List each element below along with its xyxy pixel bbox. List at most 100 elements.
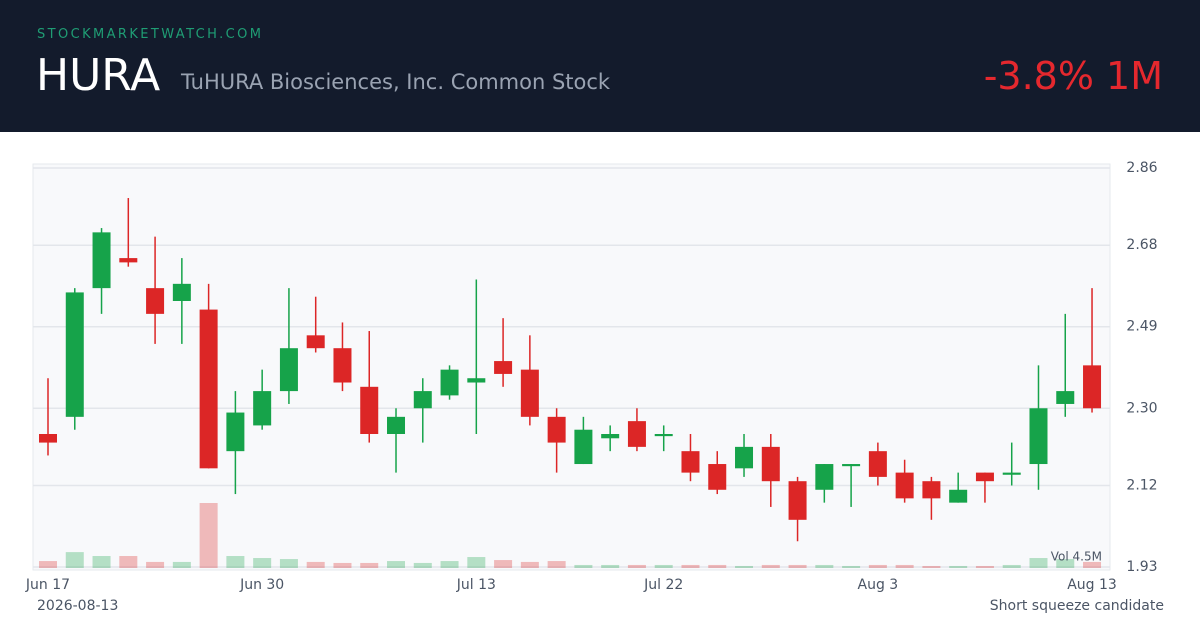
y-tick-label: 1.93 bbox=[1126, 559, 1157, 575]
candle-body bbox=[199, 309, 218, 469]
volume-bar bbox=[708, 564, 727, 568]
candle-body bbox=[1056, 391, 1075, 404]
volume-bar bbox=[1083, 561, 1102, 568]
candle-body bbox=[494, 361, 513, 374]
candle-body bbox=[92, 232, 111, 289]
volume-bar bbox=[975, 565, 994, 568]
x-tick-label: Jul 22 bbox=[643, 577, 683, 592]
candle-body bbox=[842, 464, 861, 467]
volume-bar bbox=[654, 564, 673, 568]
volume-bar bbox=[815, 564, 834, 568]
candle-body bbox=[333, 348, 352, 383]
volume-bar bbox=[868, 564, 887, 568]
volume-label: Vol 4.5M bbox=[1051, 550, 1102, 564]
candle-body bbox=[520, 369, 539, 417]
company-name: TuHURA Biosciences, Inc. Common Stock bbox=[181, 70, 611, 94]
volume-bar bbox=[333, 562, 352, 568]
candle-body bbox=[654, 434, 673, 437]
volume-bar bbox=[39, 561, 57, 568]
y-tick-label: 2.68 bbox=[1126, 237, 1157, 253]
volume-bar bbox=[601, 564, 620, 568]
volume-bar bbox=[681, 564, 700, 568]
candle-body bbox=[922, 481, 941, 499]
y-tick-label: 2.49 bbox=[1126, 319, 1157, 335]
candle-body bbox=[815, 464, 834, 490]
volume-bar bbox=[761, 564, 780, 568]
volume-bar bbox=[735, 565, 754, 568]
volume-bar bbox=[1002, 564, 1021, 568]
candle-body bbox=[761, 446, 780, 482]
volume-bar bbox=[788, 564, 807, 568]
candle-body bbox=[306, 335, 325, 349]
candle-body bbox=[279, 348, 298, 392]
volume-bar bbox=[226, 556, 245, 568]
y-tick-label: 2.30 bbox=[1126, 400, 1157, 416]
candle-body bbox=[1083, 365, 1102, 409]
plot-area bbox=[32, 163, 1111, 571]
candle-body bbox=[39, 434, 57, 443]
volume-bar bbox=[440, 561, 459, 568]
site-name: STOCKMARKETWATCH.COM bbox=[37, 27, 264, 42]
x-tick-label: Aug 13 bbox=[1067, 577, 1117, 592]
volume-bar bbox=[413, 562, 432, 568]
volume-bar bbox=[949, 565, 968, 568]
volume-bar bbox=[172, 561, 191, 568]
footer-date: 2026-08-13 bbox=[37, 598, 119, 614]
volume-bar bbox=[253, 558, 272, 568]
candle-body bbox=[735, 446, 754, 469]
candle-body bbox=[253, 391, 272, 426]
x-tick-label: Jul 13 bbox=[456, 577, 496, 592]
volume-bar bbox=[146, 561, 165, 568]
candle-body bbox=[440, 369, 459, 396]
volume-bar bbox=[306, 561, 325, 568]
candle-body bbox=[467, 378, 486, 383]
volume-bar bbox=[1029, 558, 1048, 568]
volume-bar bbox=[92, 556, 111, 568]
candle-body bbox=[788, 481, 807, 520]
header: STOCKMARKETWATCH.COM HURA TuHURA Bioscie… bbox=[0, 0, 1200, 132]
volume-bar bbox=[520, 561, 539, 568]
volume-bar bbox=[895, 564, 914, 568]
candle-body bbox=[146, 288, 165, 314]
candle-body bbox=[360, 386, 379, 434]
candle-body bbox=[172, 283, 191, 301]
x-tick-label: Jun 17 bbox=[25, 577, 70, 592]
candle-body bbox=[65, 292, 84, 417]
candle-body bbox=[119, 258, 138, 263]
y-tick-label: 2.86 bbox=[1126, 160, 1157, 176]
candle-body bbox=[708, 464, 727, 490]
volume-bar bbox=[922, 565, 941, 568]
volume-bar bbox=[494, 560, 513, 568]
candle-body bbox=[868, 451, 887, 477]
footer-note: Short squeeze candidate bbox=[989, 598, 1164, 614]
x-tick-label: Jun 30 bbox=[239, 577, 284, 592]
volume-bar bbox=[199, 503, 218, 568]
candle-body bbox=[627, 421, 646, 447]
candle-body bbox=[895, 472, 914, 499]
candle-body bbox=[975, 472, 994, 482]
candle-body bbox=[547, 416, 566, 443]
candle-body bbox=[601, 434, 620, 439]
volume-bar bbox=[387, 561, 406, 568]
x-tick-label: Aug 3 bbox=[858, 577, 899, 592]
chart: 2.86 2.68 2.49 2.30 2.12 1.93 Jun 17 Jun 30 Jul … bbox=[25, 160, 1158, 592]
candle-body bbox=[226, 412, 245, 452]
volume-bar bbox=[1056, 559, 1075, 568]
candle-body bbox=[574, 429, 593, 465]
volume-bar bbox=[119, 556, 138, 568]
ticker: HURA bbox=[36, 50, 161, 101]
volume-bar bbox=[65, 552, 84, 568]
candle-body bbox=[413, 391, 432, 409]
candle-body bbox=[1002, 472, 1021, 475]
volume-bar bbox=[279, 559, 298, 568]
price-change: -3.8% 1M bbox=[983, 54, 1163, 98]
y-tick-label: 2.12 bbox=[1126, 477, 1157, 493]
volume-bar bbox=[842, 565, 861, 568]
volume-bar bbox=[360, 562, 379, 568]
candle-body bbox=[681, 451, 700, 473]
volume-bar bbox=[627, 564, 646, 568]
volume-bar bbox=[467, 557, 486, 568]
candle-body bbox=[1029, 408, 1048, 465]
candle-body bbox=[387, 416, 406, 434]
